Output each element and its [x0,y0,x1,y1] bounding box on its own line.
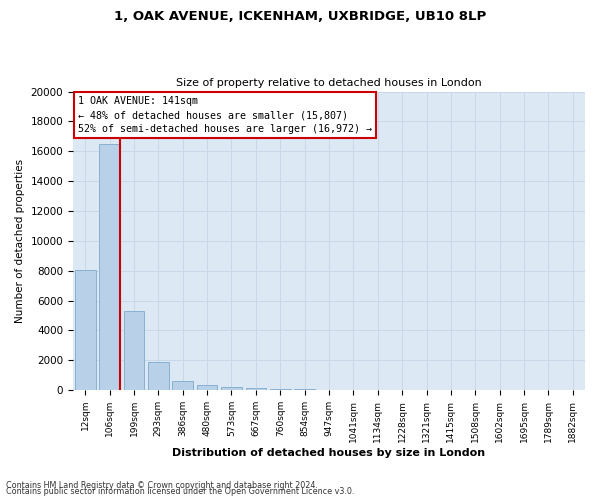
Text: 1, OAK AVENUE, ICKENHAM, UXBRIDGE, UB10 8LP: 1, OAK AVENUE, ICKENHAM, UXBRIDGE, UB10 … [114,10,486,23]
Text: Contains public sector information licensed under the Open Government Licence v3: Contains public sector information licen… [6,487,355,496]
Y-axis label: Number of detached properties: Number of detached properties [15,159,25,323]
Bar [124,311,145,390]
X-axis label: Distribution of detached houses by size in London: Distribution of detached houses by size … [172,448,485,458]
Bar [197,386,217,390]
Title: Size of property relative to detached houses in London: Size of property relative to detached ho… [176,78,482,88]
Bar [270,389,290,390]
Bar [221,388,242,390]
Bar [245,388,266,390]
Bar [99,144,120,390]
Bar [148,362,169,390]
Bar [75,270,95,390]
Text: Contains HM Land Registry data © Crown copyright and database right 2024.: Contains HM Land Registry data © Crown c… [6,481,318,490]
Text: 1 OAK AVENUE: 141sqm
← 48% of detached houses are smaller (15,807)
52% of semi-d: 1 OAK AVENUE: 141sqm ← 48% of detached h… [78,96,372,134]
Bar [172,381,193,390]
